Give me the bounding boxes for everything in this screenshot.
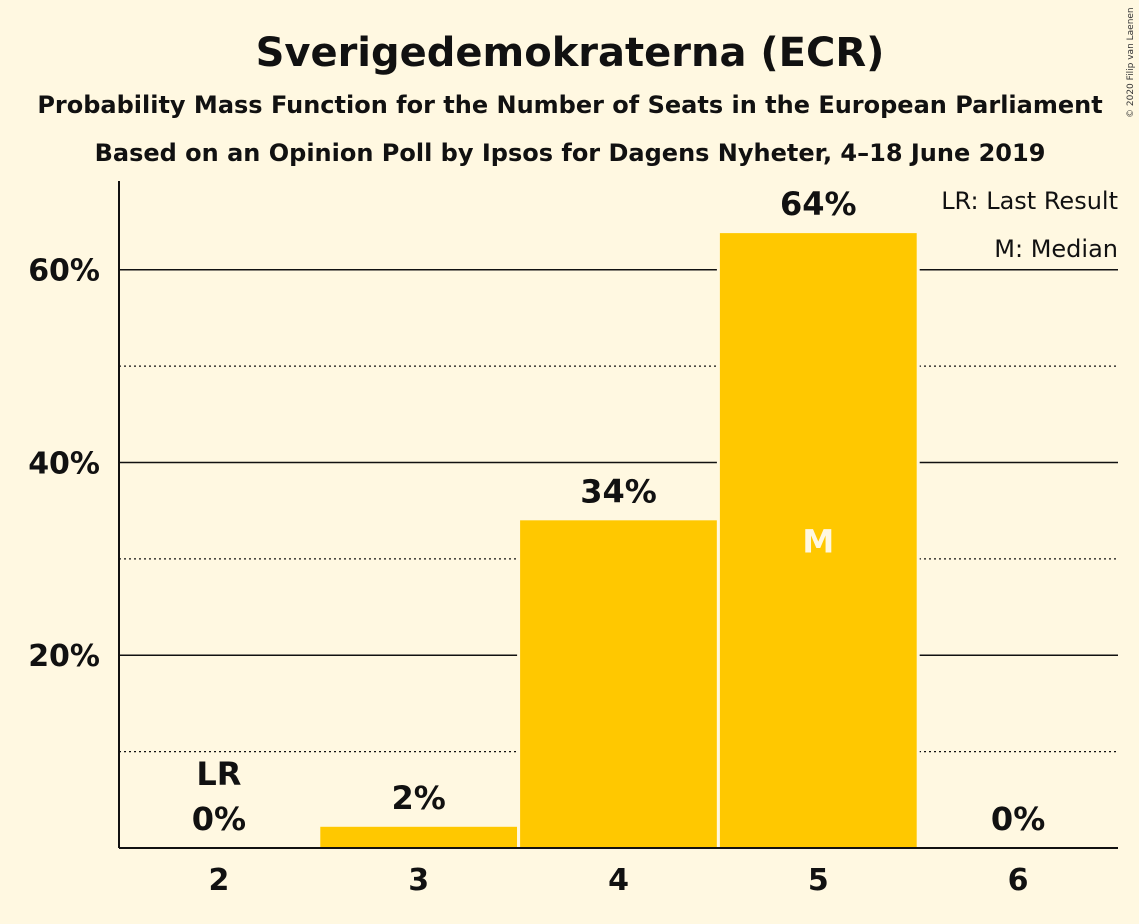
median-marker: M <box>802 523 834 561</box>
data-label: 0% <box>991 800 1045 838</box>
x-tick-label: 2 <box>208 863 229 898</box>
data-label: 34% <box>580 472 657 510</box>
bar <box>719 233 917 848</box>
legend-median: M: Median <box>994 235 1118 263</box>
copyright-text: © 2020 Filip van Laenen <box>1126 7 1136 118</box>
data-label: 0% <box>192 800 246 838</box>
x-tick-label: 4 <box>608 863 629 898</box>
bars <box>317 231 920 848</box>
chart-title: Sverigedemokraterna (ECR) <box>256 30 885 76</box>
x-tick-label: 5 <box>808 863 829 898</box>
x-tick-label: 3 <box>408 863 429 898</box>
x-tick-label: 6 <box>1008 863 1029 898</box>
y-tick-label: 40% <box>28 446 100 481</box>
data-label: 2% <box>392 779 446 817</box>
bar <box>320 826 518 848</box>
bar <box>520 520 717 848</box>
grid-lines <box>119 268 1118 753</box>
data-label: 64% <box>780 185 857 223</box>
chart-subtitle-poll: Based on an Opinion Poll by Ipsos for Da… <box>95 139 1046 167</box>
legend-last-result: LR: Last Result <box>941 187 1118 215</box>
labels: 20% 40% 60% 0% 2 LR 2% 3 34% 4 64% 5 M 0% 6 <box>28 185 1045 898</box>
y-tick-label: 20% <box>28 639 100 674</box>
chart-subtitle: Probability Mass Function for the Number… <box>37 91 1102 119</box>
y-tick-label: 60% <box>28 254 100 289</box>
last-result-marker: LR <box>196 755 241 793</box>
